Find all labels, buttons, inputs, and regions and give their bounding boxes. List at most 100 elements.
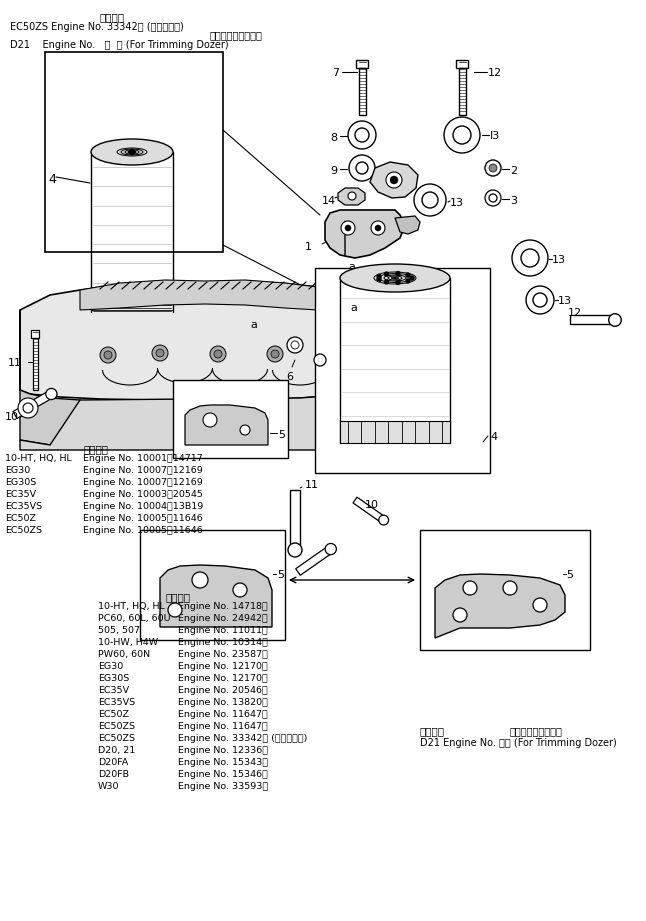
Text: Engine No. 10007～12169: Engine No. 10007～12169 [83, 466, 203, 475]
Bar [340, 421, 450, 443]
Circle shape [384, 279, 389, 285]
Text: D20FA: D20FA [98, 758, 129, 767]
Polygon shape [395, 216, 420, 234]
Text: EC50ZS: EC50ZS [5, 526, 42, 535]
Circle shape [375, 225, 381, 231]
Circle shape [18, 398, 38, 418]
Text: Engine No. 15346～: Engine No. 15346～ [178, 770, 268, 779]
Circle shape [156, 349, 164, 357]
Polygon shape [353, 497, 386, 523]
Text: EG30S: EG30S [98, 674, 129, 683]
Polygon shape [80, 280, 318, 310]
Text: Engine No. 15343～: Engine No. 15343～ [178, 758, 268, 767]
Text: 4: 4 [490, 432, 497, 442]
Polygon shape [20, 282, 355, 400]
Circle shape [345, 225, 351, 231]
Circle shape [325, 543, 337, 554]
Circle shape [410, 275, 415, 281]
Text: 7: 7 [332, 68, 339, 78]
Text: 5: 5 [278, 430, 285, 440]
Text: 14: 14 [322, 196, 336, 206]
Text: 10-HT, HQ, HL: 10-HT, HQ, HL [5, 454, 72, 463]
Ellipse shape [340, 264, 450, 292]
Text: Engine No. 10314～: Engine No. 10314～ [178, 638, 268, 647]
Polygon shape [296, 546, 333, 576]
Circle shape [210, 346, 226, 362]
Circle shape [348, 192, 356, 200]
Circle shape [168, 603, 182, 617]
Text: 5: 5 [277, 570, 284, 580]
Text: 8: 8 [330, 133, 337, 143]
Text: Engine No. 11011～: Engine No. 11011～ [178, 626, 267, 635]
Text: a: a [250, 320, 257, 330]
Text: EC35V: EC35V [98, 686, 129, 695]
Circle shape [46, 389, 57, 400]
Polygon shape [570, 316, 615, 324]
Circle shape [489, 194, 497, 202]
Text: 9: 9 [330, 166, 337, 176]
Circle shape [349, 155, 375, 181]
Text: D20, 21: D20, 21 [98, 746, 135, 755]
Text: Engine No. 12170～: Engine No. 12170～ [178, 662, 267, 671]
Circle shape [485, 190, 501, 206]
Text: EC35VS: EC35VS [5, 502, 42, 511]
Text: Engine No. 10004～13B19: Engine No. 10004～13B19 [83, 502, 203, 511]
Circle shape [348, 121, 376, 149]
Polygon shape [20, 310, 80, 447]
Circle shape [288, 543, 302, 557]
Text: 3: 3 [510, 196, 517, 206]
Bar [420, 530, 590, 650]
Text: Engine No. 10007～12169: Engine No. 10007～12169 [83, 478, 203, 487]
Polygon shape [435, 574, 565, 638]
Text: 6: 6 [286, 372, 293, 382]
Circle shape [356, 162, 368, 174]
Text: Engine No. 11647～: Engine No. 11647～ [178, 710, 267, 719]
Circle shape [503, 581, 517, 595]
Text: 専用号等: 専用号等 [420, 726, 445, 736]
Polygon shape [13, 391, 54, 418]
Text: トリミングドーザ用: トリミングドーザ用 [210, 30, 263, 40]
Circle shape [377, 277, 382, 282]
Text: 専用号等: 専用号等 [83, 444, 108, 454]
Circle shape [314, 354, 326, 366]
Text: 10-HW, H4W: 10-HW, H4W [98, 638, 158, 647]
Circle shape [23, 403, 33, 413]
Circle shape [406, 278, 410, 284]
Text: EC50ZS: EC50ZS [98, 722, 135, 731]
Circle shape [379, 515, 389, 525]
Text: 13: 13 [552, 255, 566, 265]
Circle shape [485, 160, 501, 176]
Text: Engine No. 14718～: Engine No. 14718～ [178, 602, 267, 611]
Circle shape [386, 172, 402, 188]
Text: 11: 11 [8, 358, 22, 368]
Text: PC60, 60L, 60U: PC60, 60L, 60U [98, 614, 171, 623]
Circle shape [377, 274, 382, 279]
Text: Engine No. 11647～: Engine No. 11647～ [178, 722, 267, 731]
Bar [357, 60, 368, 68]
Circle shape [414, 184, 446, 216]
Bar [315, 268, 490, 473]
Polygon shape [185, 405, 268, 445]
Text: Engine No. 33342～ (ニッケン内): Engine No. 33342～ (ニッケン内) [178, 734, 307, 743]
Circle shape [233, 583, 247, 597]
Text: EC35V: EC35V [5, 490, 36, 499]
Text: a: a [348, 262, 355, 272]
Text: Engine No. 20546～: Engine No. 20546～ [178, 686, 267, 695]
Text: Engine No. 13820～: Engine No. 13820～ [178, 698, 268, 707]
Bar [457, 60, 468, 68]
Polygon shape [160, 565, 272, 627]
Circle shape [203, 413, 217, 427]
Circle shape [384, 272, 389, 276]
Circle shape [152, 345, 168, 361]
Circle shape [371, 221, 385, 235]
Bar [359, 68, 366, 115]
Circle shape [214, 350, 222, 358]
Bar [45, 52, 223, 252]
Text: PW60, 60N: PW60, 60N [98, 650, 150, 659]
Text: 1: 1 [305, 242, 312, 252]
Circle shape [453, 126, 471, 144]
Text: EC50ZS Engine No. 33342～ (ニッケン内): EC50ZS Engine No. 33342～ (ニッケン内) [10, 22, 183, 32]
Text: EG30S: EG30S [5, 478, 36, 487]
Bar [459, 68, 466, 115]
Text: D21 Engine No. ・～ (For Trimming Dozer): D21 Engine No. ・～ (For Trimming Dozer) [420, 738, 617, 748]
